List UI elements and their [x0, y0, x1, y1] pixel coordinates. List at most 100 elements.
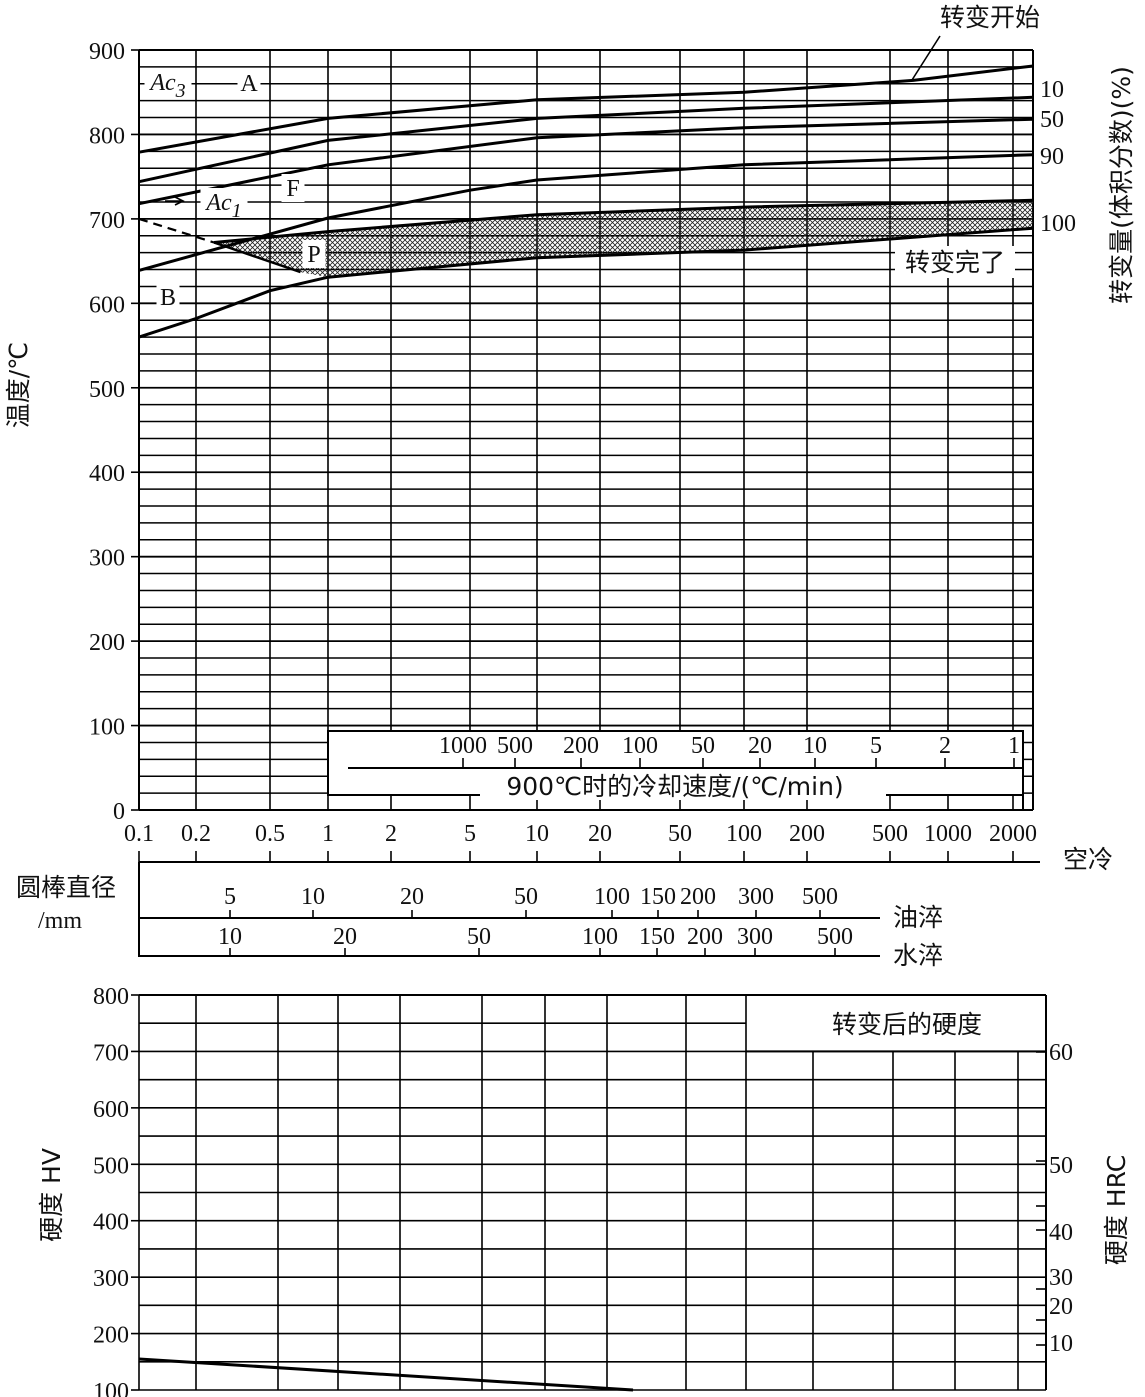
hv-tick-label: 100 [93, 1379, 129, 1397]
hv-tick-label: 600 [93, 1097, 129, 1123]
y-tick-label: 400 [89, 461, 125, 487]
cooling-rate-tick-label: 200 [563, 733, 599, 759]
cooling-rate-tick-label: 100 [622, 733, 658, 759]
y-tick-label: 800 [89, 123, 125, 149]
percent-label: 50 [1040, 107, 1064, 133]
oil-tick-label: 200 [680, 884, 716, 910]
x-tick-label: 500 [872, 821, 908, 847]
hv-tick-label: 800 [93, 984, 129, 1010]
label-p: P [307, 242, 320, 268]
oil-tick-label: 20 [400, 884, 424, 910]
hrc-tick-label: 60 [1049, 1040, 1073, 1066]
x-tick-label: 5 [464, 821, 476, 847]
y-tick-label: 900 [89, 39, 125, 65]
x-tick-label: 200 [789, 821, 825, 847]
hv-tick-label: 500 [93, 1153, 129, 1179]
cooling-rate-tick-label: 10 [803, 733, 827, 759]
x-tick-label: 50 [668, 821, 692, 847]
y-tick-label: 0 [113, 799, 125, 825]
oil-tick-label: 5 [224, 884, 236, 910]
ac1-arrow-icon [165, 196, 185, 206]
cooling-rate-tick-label: 20 [748, 733, 772, 759]
label-f-bg [281, 174, 305, 202]
diameter-label: 圆棒直径 [16, 873, 116, 902]
dashed-line [138, 217, 215, 244]
curve-90pct [138, 153, 1034, 272]
hrc-tick-label: 40 [1049, 1220, 1073, 1246]
water-tick-label: 300 [737, 924, 773, 950]
curve-start [138, 64, 1034, 154]
curve-end [138, 226, 1034, 339]
hrc-tick-label: 50 [1049, 1153, 1073, 1179]
cooling-rate-tick-label: 2 [939, 733, 951, 759]
x-tick-label: 20 [588, 821, 612, 847]
hrc-tick-label: 30 [1049, 1265, 1073, 1291]
hrc-axis-label: 硬度 HRC [1102, 1155, 1131, 1265]
hrc-tick-label: 10 [1049, 1331, 1073, 1357]
water-tick-label: 200 [687, 924, 723, 950]
water-tick-label: 150 [639, 924, 675, 950]
cooling-rate-tick-label: 1000 [439, 733, 487, 759]
oil-label: 油淬 [893, 903, 943, 932]
hv-tick-label: 400 [93, 1210, 129, 1236]
oil-tick-label: 150 [640, 884, 676, 910]
y-tick-label: 300 [89, 546, 125, 572]
label-ac1-bg [200, 188, 248, 216]
hv-tick-label: 700 [93, 1040, 129, 1066]
y-tick-label: 600 [89, 292, 125, 318]
percent-label: 90 [1040, 144, 1064, 170]
x-tick-label: 1000 [924, 821, 972, 847]
label-b: B [160, 285, 176, 311]
water-tick-label: 10 [218, 924, 242, 950]
hv-tick-label: 300 [93, 1266, 129, 1292]
cooling-rate-tick-label: 50 [691, 733, 715, 759]
annotation-leader [911, 35, 941, 81]
x-tick-label: 100 [726, 821, 762, 847]
oil-tick-label: 10 [301, 884, 325, 910]
label-f: F [286, 176, 299, 202]
y-axis-label: 温度/℃ [4, 342, 33, 429]
diameter-unit: /mm [38, 908, 82, 934]
curve-10pct [138, 95, 1034, 184]
label-ac3-bg [144, 68, 192, 96]
cooling-rate-caption: 900℃时的冷却速度/(℃/min) [506, 772, 843, 801]
x-tick-label: 2000 [989, 821, 1037, 847]
annotation-end: 转变完了 [905, 248, 1005, 277]
annotation-start: 转变开始 [940, 3, 1040, 32]
cooling-rate-tick-label: 1 [1008, 733, 1020, 759]
water-label: 水淬 [893, 941, 943, 970]
y-tick-label: 100 [89, 715, 125, 741]
hv-axis-label: 硬度 HV [37, 1148, 66, 1242]
percent-label: 100 [1040, 211, 1076, 237]
y-tick-label: 200 [89, 630, 125, 656]
x-tick-label: 10 [525, 821, 549, 847]
cooling-rate-tick-label: 500 [497, 733, 533, 759]
y-tick-label: 700 [89, 208, 125, 234]
oil-tick-label: 300 [738, 884, 774, 910]
x-tick-label: 1 [322, 821, 334, 847]
cooling-rate-tick-label: 5 [870, 733, 882, 759]
label-ac3-sub: 3 [175, 80, 186, 102]
label-p-bg [302, 240, 326, 268]
hrc-tick-label: 20 [1049, 1294, 1073, 1320]
pearlite-region [214, 200, 1033, 278]
hardness-title: 转变后的硬度 [832, 1010, 982, 1039]
oil-tick-label: 100 [594, 884, 630, 910]
oil-tick-label: 500 [802, 884, 838, 910]
water-tick-label: 20 [333, 924, 357, 950]
air-cool-label: 空冷 [1063, 845, 1113, 874]
y-tick-label: 500 [89, 377, 125, 403]
x-tick-label: 0.2 [181, 821, 211, 847]
x-tick-label: 0.5 [255, 821, 285, 847]
x-tick-label: 0.1 [124, 821, 154, 847]
label-a: A [240, 71, 258, 97]
y2-axis-label: 转变量(体积分数)(%) [1107, 66, 1136, 304]
x-tick-label: 2 [385, 821, 397, 847]
hv-tick-label: 200 [93, 1323, 129, 1349]
curve-50pct [138, 117, 1034, 206]
curve-100pct [213, 198, 1034, 244]
label-ac1-sub: 1 [232, 200, 242, 222]
water-tick-label: 100 [582, 924, 618, 950]
annotation-end-bg [895, 246, 1015, 278]
